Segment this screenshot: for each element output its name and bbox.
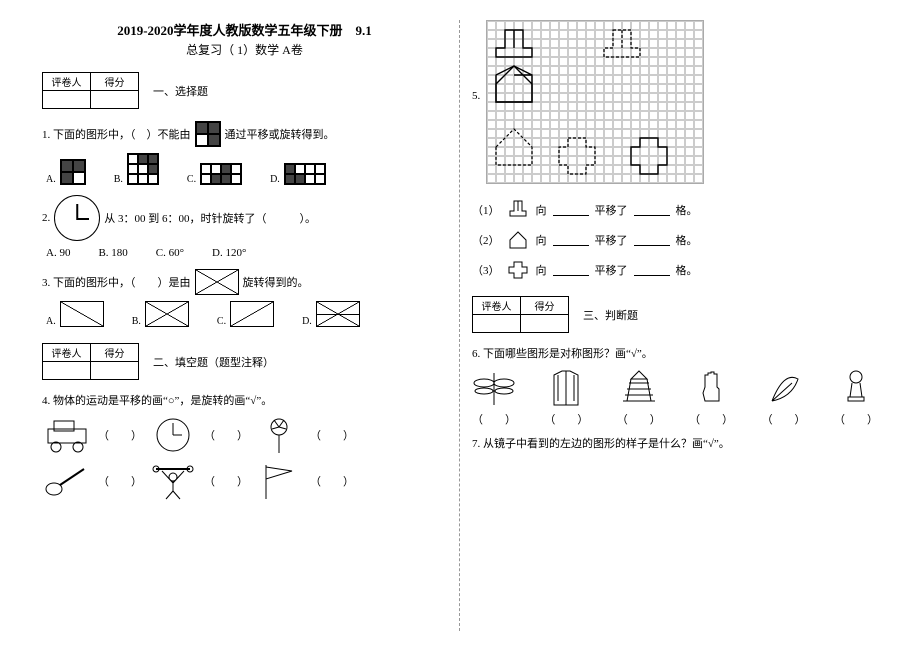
q4-row1: （ ） （ ） （ ） — [42, 414, 447, 456]
q4-row2: （ ） （ ） （ ） — [42, 460, 447, 502]
dragonfly-icon — [472, 367, 516, 409]
q1-opt-b-shape — [127, 153, 159, 185]
q3-opt-b — [145, 301, 189, 327]
q1-text-b: 通过平移或旋转得到。 — [225, 126, 335, 142]
q6-icons: （ ） （ ） （ ） （ ） （ ） （ ） — [472, 367, 878, 427]
section-3-heading: 三、判断题 — [583, 307, 638, 323]
section-1-heading: 一、选择题 — [153, 83, 208, 99]
hand-icon — [689, 367, 733, 409]
score-table-1: 评卷人得分 — [42, 72, 139, 109]
q3-opt-a — [60, 301, 104, 327]
cross-small-icon — [504, 258, 532, 282]
right-column: 5. document.write(Array(24*18).fill('<sp… — [460, 20, 890, 631]
q5-num: 5. — [472, 90, 480, 102]
q3-stem: 3. 下面的图形中，（ ）是由 旋转得到的。 — [42, 269, 447, 295]
q1-options: A. B. C. D. — [46, 153, 447, 185]
q1-ref-shape — [195, 121, 221, 147]
chess-icon — [834, 367, 878, 409]
q5-line1: （1） 向 平移了 格。 — [472, 198, 878, 222]
q5-grid: document.write(Array(24*18).fill('<span … — [486, 20, 704, 184]
house-small-icon — [504, 228, 532, 252]
score-table-2: 评卷人得分 — [42, 343, 139, 380]
q4-stem: 4. 物体的运动是平移的画“○”，是旋转的画“√”。 — [42, 392, 447, 408]
score-h2: 得分 — [91, 73, 139, 91]
title-main: 2019-2020学年度人教版数学五年级下册 9.1 — [42, 20, 447, 39]
flag-icon — [254, 460, 304, 502]
jacket-icon — [544, 367, 588, 409]
q1-opt-d-shape — [284, 163, 326, 185]
q1-opt-c-shape — [200, 163, 242, 185]
section-2-row: 评卷人得分 二、填空题（题型注释） — [42, 337, 447, 386]
q3-opt-c — [230, 301, 274, 327]
car-icon — [42, 414, 92, 456]
q2-options: A. 90 B. 180 C. 60° D. 120° — [46, 247, 447, 259]
q3-ref-shape — [195, 269, 239, 295]
clock-icon — [54, 195, 100, 241]
section-2-heading: 二、填空题（题型注释） — [153, 354, 274, 370]
section-1-row: 评卷人得分 一、选择题 — [42, 66, 447, 115]
q1-stem: 1. 下面的图形中，（ ）不能由 通过平移或旋转得到。 — [42, 121, 447, 147]
q2-text-b: 从 3：00 到 6：00，时针旋转了（ ）。 — [104, 210, 316, 226]
q3-options: A. B. C. D. — [46, 301, 447, 327]
q2-num: 2. — [42, 212, 50, 224]
q1-opt-a-shape — [60, 159, 86, 185]
spoon-icon — [42, 460, 92, 502]
score-table-3: 评卷人得分 — [472, 296, 569, 333]
q7-stem: 7. 从镜子中看到的左边的图形的样子是什么？画“√”。 — [472, 435, 878, 451]
leaf-icon — [762, 367, 806, 409]
q5-line2: （2） 向 平移了 格。 — [472, 228, 878, 252]
fan-icon — [254, 414, 304, 456]
section-3-row: 评卷人得分 三、判断题 — [472, 290, 878, 339]
left-column: 2019-2020学年度人教版数学五年级下册 9.1 总复习（ 1）数学 A卷 … — [30, 20, 460, 631]
title-sub: 总复习（ 1）数学 A卷 — [42, 41, 447, 58]
pagoda-icon — [617, 367, 661, 409]
boat-small-icon — [504, 198, 532, 222]
q3-text-b: 旋转得到的。 — [243, 274, 309, 290]
q5-line3: （3） 向 平移了 格。 — [472, 258, 878, 282]
clock2-icon — [148, 414, 198, 456]
q6-stem: 6. 下面哪些图形是对称图形？画“√”。 — [472, 345, 878, 361]
q3-text-a: 3. 下面的图形中，（ ）是由 — [42, 274, 191, 290]
q3-opt-d — [316, 301, 360, 327]
score-h1: 评卷人 — [43, 73, 91, 91]
q2-stem: 2. 从 3：00 到 6：00，时针旋转了（ ）。 — [42, 195, 447, 241]
weightlifter-icon — [148, 460, 198, 502]
q1-text-a: 1. 下面的图形中，（ ）不能由 — [42, 126, 191, 142]
